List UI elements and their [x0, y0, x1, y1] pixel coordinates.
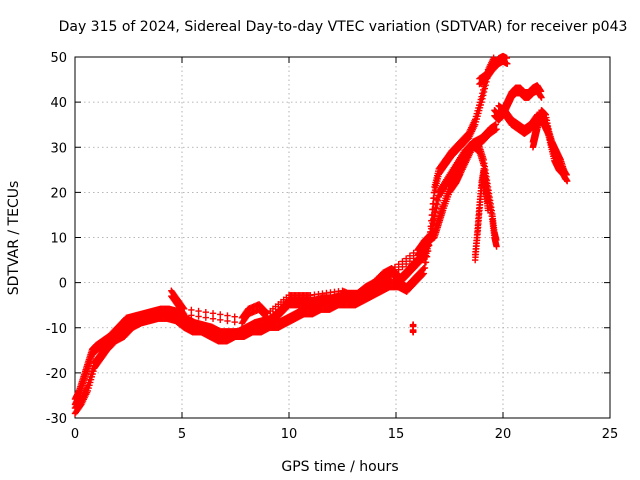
- data-point: [434, 197, 442, 205]
- data-point: [188, 312, 195, 319]
- data-point: [195, 307, 202, 315]
- data-point: [537, 88, 545, 95]
- data-point: [563, 171, 570, 179]
- x-tick-label: 20: [495, 427, 512, 442]
- x-axis: 0 5 10 15 20 25: [71, 57, 618, 442]
- data-point: [424, 247, 432, 255]
- data-point: [406, 252, 414, 259]
- data-point: [263, 308, 270, 316]
- data-point: [422, 259, 430, 266]
- data-point: [188, 306, 195, 314]
- data-point: [410, 249, 417, 257]
- data-point: [263, 314, 270, 321]
- data-point: [481, 85, 489, 92]
- data-point: [493, 126, 500, 133]
- data-point: [430, 194, 438, 202]
- data-point: [180, 311, 188, 318]
- data-point: [202, 308, 210, 316]
- y-tick-label: 40: [50, 96, 67, 111]
- data-point: [492, 121, 499, 128]
- data-point: [480, 88, 488, 96]
- data-point: [180, 309, 187, 317]
- data-point: [180, 304, 187, 311]
- data-point: [406, 257, 414, 265]
- y-tick-label: -20: [46, 367, 67, 382]
- data-point: [209, 310, 217, 317]
- data-point: [503, 54, 510, 62]
- data-point: [410, 255, 417, 262]
- data-point: [209, 315, 217, 322]
- data-point: [217, 311, 224, 318]
- data-points: [71, 52, 571, 417]
- data-point: [479, 95, 486, 102]
- data-point: [493, 243, 500, 250]
- data-point: [387, 266, 395, 274]
- data-point: [399, 258, 406, 265]
- y-tick-label: 30: [50, 141, 67, 156]
- x-tick-label: 15: [388, 427, 405, 442]
- data-point: [395, 266, 402, 273]
- data-point: [493, 236, 500, 244]
- data-point: [409, 329, 417, 336]
- data-point: [231, 318, 238, 326]
- y-tick-label: 50: [50, 51, 67, 66]
- data-point: [387, 272, 395, 279]
- data-point: [419, 271, 426, 278]
- data-point: [564, 177, 571, 185]
- y-tick-label: -30: [46, 412, 67, 427]
- data-point: [180, 305, 188, 312]
- data-point: [433, 205, 440, 212]
- data-point: [484, 207, 492, 214]
- data-point: [399, 263, 406, 271]
- data-point: [538, 94, 545, 101]
- data-point: [433, 201, 441, 208]
- data-point: [409, 323, 417, 330]
- data-point: [217, 316, 224, 324]
- data-point: [391, 269, 399, 276]
- data-point: [224, 312, 231, 319]
- data-point: [384, 274, 391, 282]
- data-point: [421, 264, 429, 272]
- data-point: [391, 263, 399, 271]
- data-point: [432, 209, 439, 216]
- y-axis: -30 -20 -10 0 10 20 30 40 50: [46, 51, 610, 427]
- data-point: [231, 313, 238, 320]
- data-point: [224, 317, 231, 325]
- x-tick-label: 25: [602, 427, 619, 442]
- data-point: [480, 92, 487, 99]
- data-point: [195, 313, 202, 320]
- data-point: [504, 60, 511, 67]
- y-axis-label: SDTVAR / TECUs: [6, 181, 22, 296]
- data-point: [402, 260, 410, 268]
- x-axis-label: GPS time / hours: [281, 459, 398, 475]
- data-point: [423, 253, 431, 260]
- grid: [75, 57, 610, 418]
- data-point: [420, 270, 428, 277]
- chart-title: Day 315 of 2024, Sidereal Day-to-day VTE…: [59, 19, 628, 35]
- data-point: [478, 98, 485, 106]
- y-tick-label: 10: [50, 232, 67, 247]
- data-point: [384, 269, 391, 276]
- x-tick-label: 0: [71, 427, 79, 442]
- data-point: [395, 261, 402, 268]
- data-point: [202, 314, 210, 321]
- y-tick-label: -10: [46, 322, 67, 337]
- y-tick-label: 0: [59, 277, 67, 292]
- x-tick-label: 10: [281, 427, 298, 442]
- x-tick-label: 5: [178, 427, 186, 442]
- data-point: [484, 199, 491, 206]
- y-tick-label: 20: [50, 186, 67, 201]
- data-point: [402, 255, 410, 262]
